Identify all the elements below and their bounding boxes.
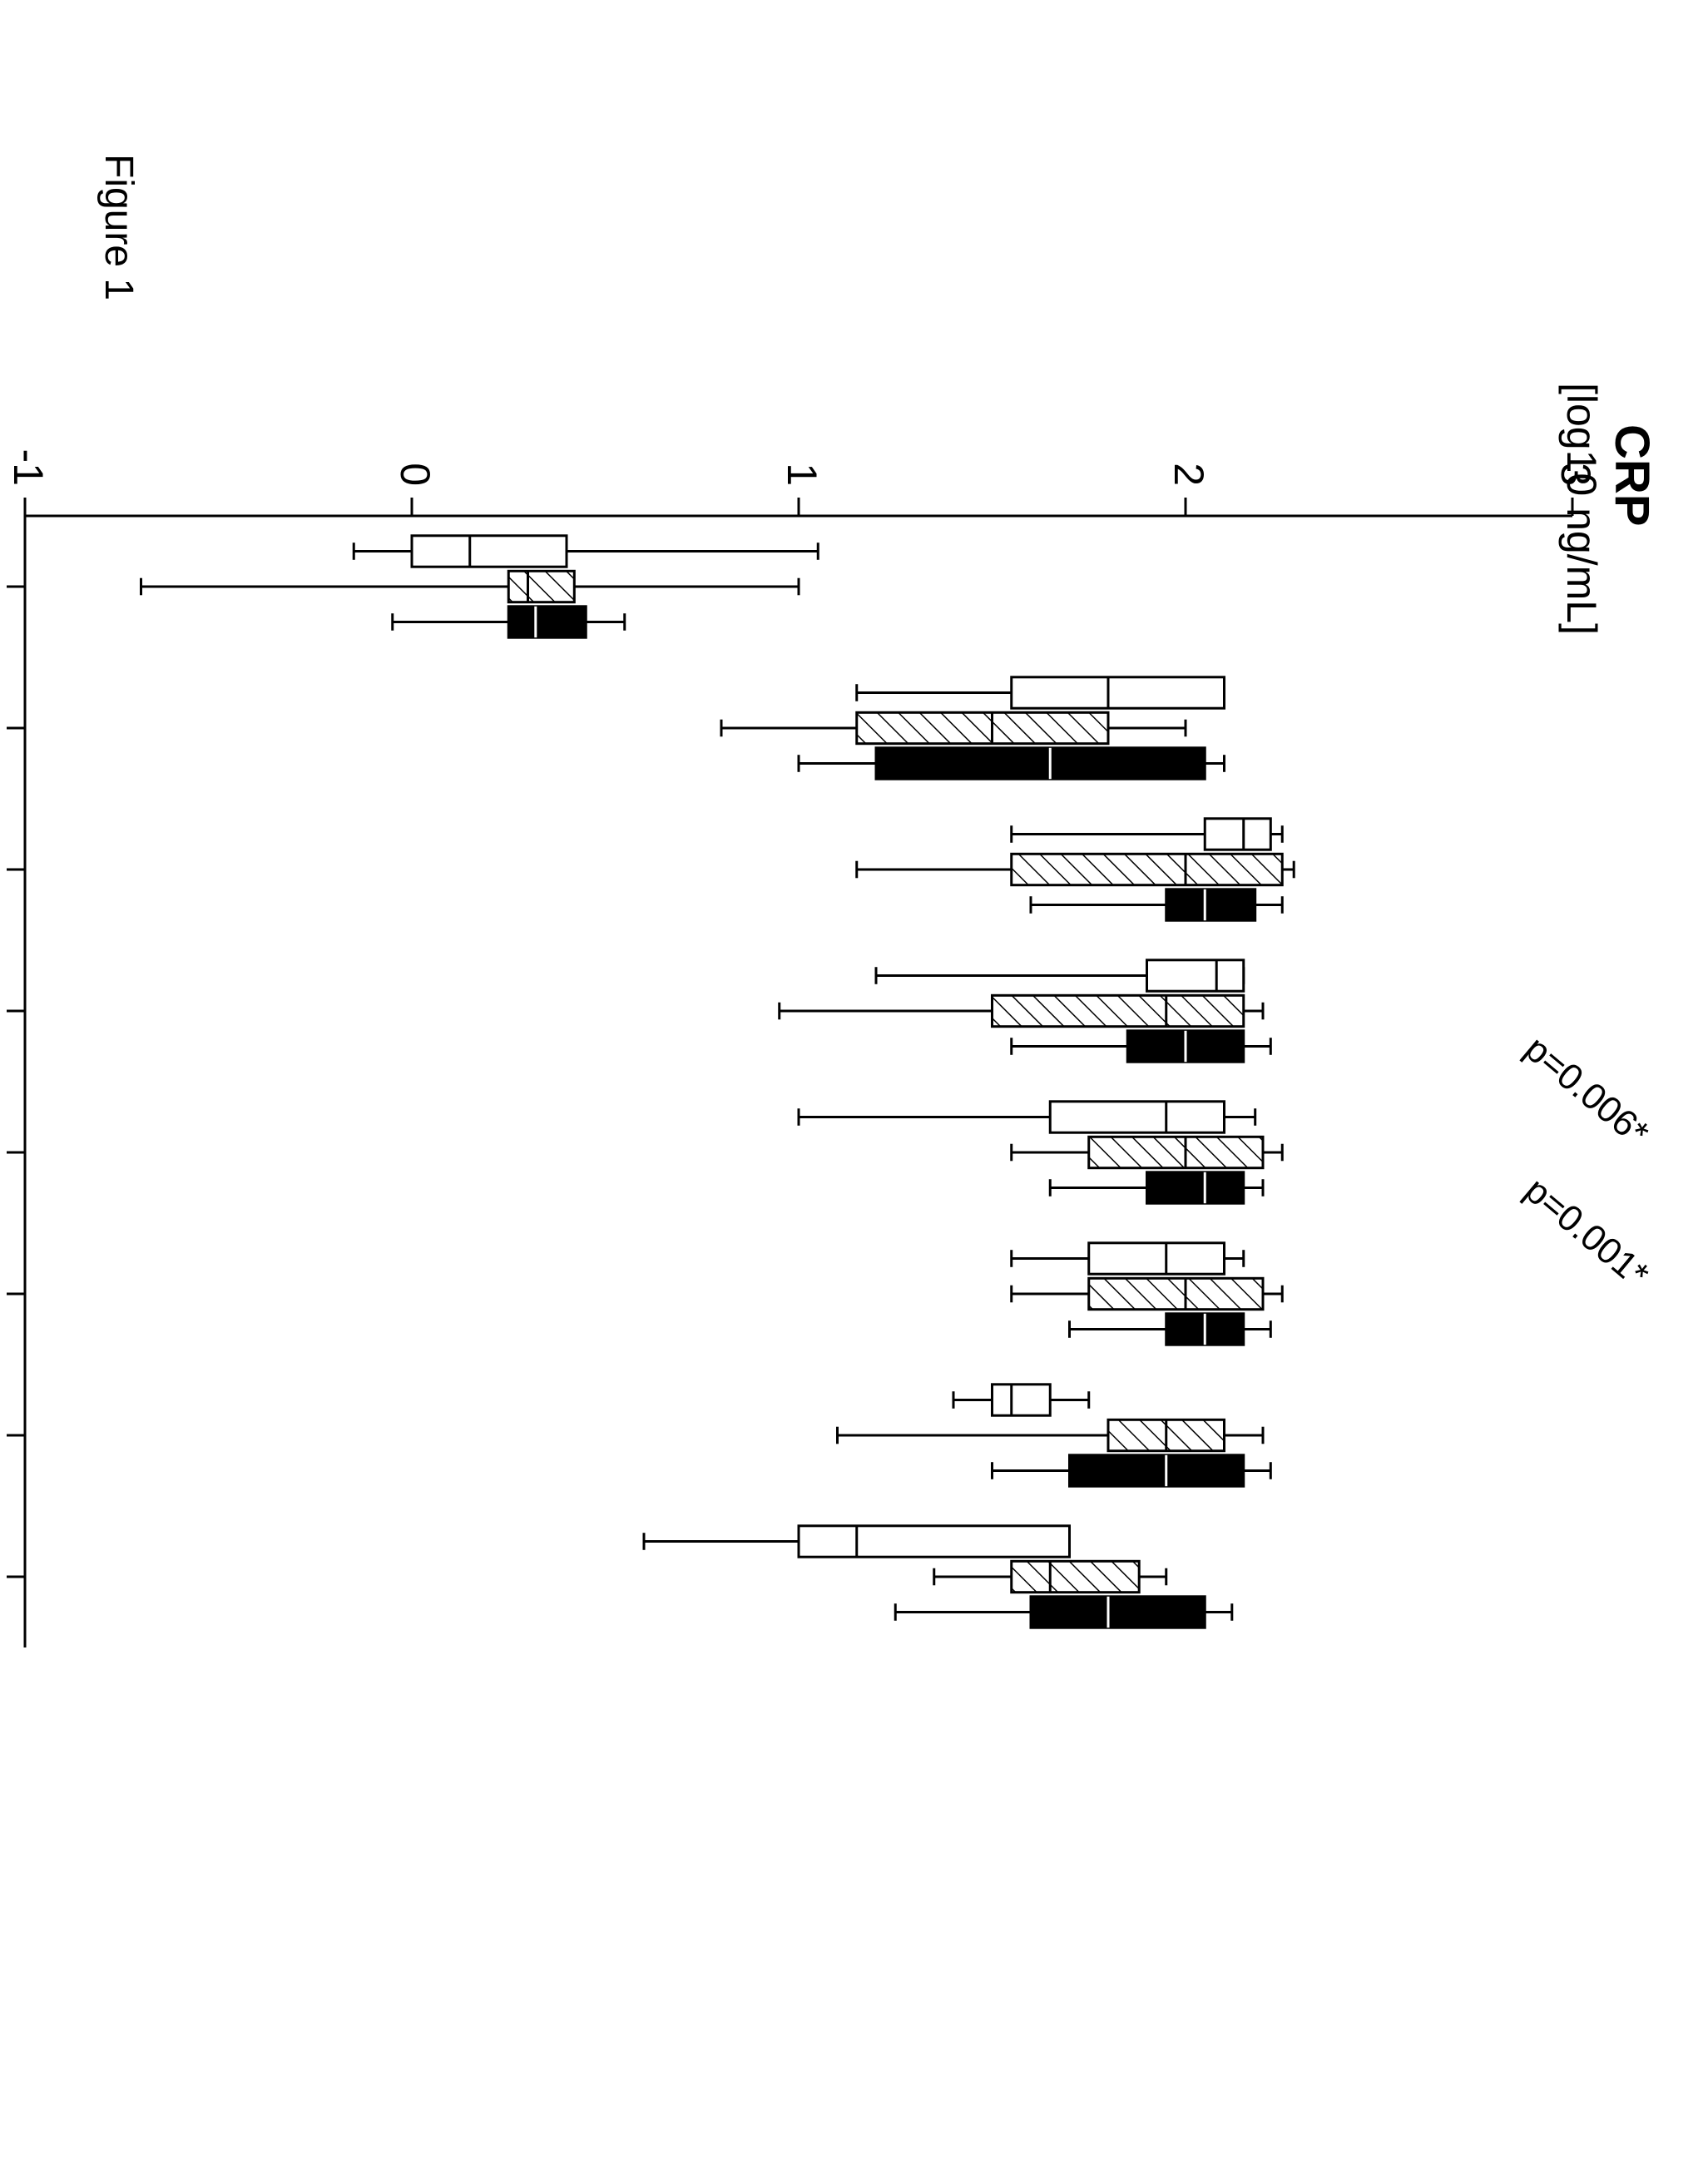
series-open-box [876,960,1244,991]
y-axis-label: [log10 ng/mL] [1558,383,1605,635]
series-hatched-box [780,995,1263,1026]
chart-title: CRP [1605,424,1659,526]
series-solid-box [1012,1031,1271,1062]
series-hatched-box [1012,1278,1283,1309]
series-hatched-box [857,854,1294,884]
y-tick-label: 1 [779,463,825,486]
series-open-box [953,1385,1089,1415]
series-hatched-box [1012,1137,1283,1167]
series-solid-box [1070,1314,1271,1345]
series-solid-box [1031,889,1282,920]
series-solid-box [993,1455,1271,1486]
series-hatched-box [141,571,800,602]
y-tick-label: -1 [5,449,52,486]
chart-wrap: -1012301357101421dCRP[log10 ng/mL]p=0.00… [0,349,1708,1681]
series-open-box [1012,819,1283,850]
series-hatched-box [934,1561,1166,1592]
y-tick-label: 2 [1166,463,1212,486]
figure-label: Figure 1 [96,154,141,300]
series-solid-box [799,748,1225,779]
series-solid-box [393,607,625,637]
series-hatched-box [721,712,1186,743]
page: Figure 1 -1012301357101421dCRP[log10 ng/… [0,0,1708,2180]
series-open-box [857,677,1225,708]
p-value-annotation: p=0.006* [1517,1028,1656,1155]
series-open-box [799,1102,1255,1132]
y-tick-label: 0 [392,463,438,486]
series-solid-box [895,1597,1232,1628]
series-hatched-box [838,1419,1264,1450]
series-open-box [1012,1243,1244,1274]
series-open-box [354,536,818,567]
p-value-annotation: p=0.001* [1517,1170,1656,1296]
series-open-box [644,1526,1070,1557]
crp-boxplot: -1012301357101421dCRP[log10 ng/mL]p=0.00… [0,349,1708,1681]
series-solid-box [1050,1172,1263,1203]
